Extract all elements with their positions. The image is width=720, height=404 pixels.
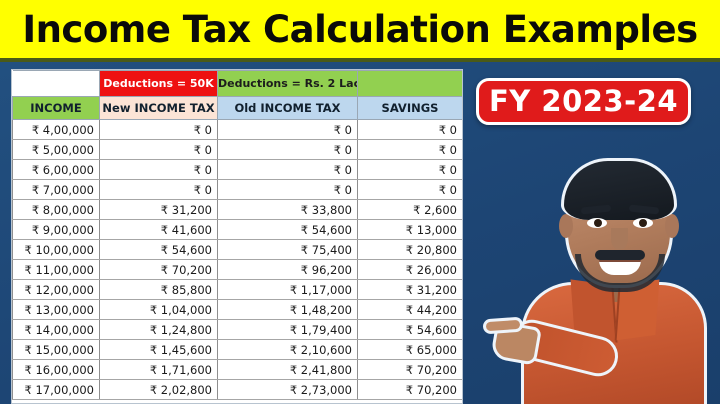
- deduction-header-savings: [357, 70, 462, 97]
- table-cell[interactable]: ₹ 0: [217, 159, 358, 180]
- table-cell[interactable]: ₹ 13,00,000: [12, 299, 100, 320]
- presenter-moustache: [595, 250, 645, 260]
- table-cell[interactable]: ₹ 0: [99, 119, 218, 140]
- table-cell[interactable]: ₹ 44,200: [357, 299, 462, 320]
- column-header-new-tax[interactable]: New INCOME TAX: [99, 96, 218, 120]
- table-cell[interactable]: ₹ 15,00,000: [12, 339, 100, 360]
- table-row[interactable]: ₹ 8,00,000 ₹ 31,200 ₹ 33,800 ₹ 2,600: [12, 199, 462, 220]
- fiscal-year-label: FY 2023-24: [488, 84, 678, 118]
- presenter-eye-left: [587, 218, 607, 228]
- presenter-outline: [482, 132, 720, 404]
- table-cell[interactable]: ₹ 54,600: [99, 239, 218, 260]
- table-cell[interactable]: ₹ 11,00,000: [12, 259, 100, 280]
- table-cell[interactable]: ₹ 0: [357, 119, 462, 140]
- table-cell[interactable]: ₹ 1,24,800: [99, 319, 218, 340]
- table-cell[interactable]: ₹ 17,00,000: [12, 379, 100, 400]
- table-cell[interactable]: ₹ 65,000: [357, 339, 462, 360]
- column-header-old-tax[interactable]: Old INCOME TAX: [217, 96, 358, 120]
- table-cell[interactable]: ₹ 10,00,000: [12, 239, 100, 260]
- deduction-header-row: Deductions = 50K Deductions = Rs. 2 Lacs: [12, 70, 462, 97]
- deduction-header-new: Deductions = 50K: [99, 70, 218, 97]
- table-cell[interactable]: ₹ 1,71,600: [99, 359, 218, 380]
- table-cell[interactable]: ₹ 85,800: [99, 279, 218, 300]
- table-cell[interactable]: ₹ 31,200: [357, 279, 462, 300]
- column-header-savings[interactable]: SAVINGS: [357, 96, 462, 120]
- table-cell[interactable]: ₹ 1,48,200: [217, 299, 358, 320]
- table-row[interactable]: ₹ 14,00,000 ₹ 1,24,800 ₹ 1,79,400 ₹ 54,600: [12, 319, 462, 340]
- table-cell[interactable]: ₹ 75,400: [217, 239, 358, 260]
- table-cell[interactable]: ₹ 2,10,600: [217, 339, 358, 360]
- table-row[interactable]: ₹ 12,00,000 ₹ 85,800 ₹ 1,17,000 ₹ 31,200: [12, 279, 462, 300]
- deduction-header-blank: [12, 70, 100, 97]
- presenter-eye-right: [633, 218, 653, 228]
- tax-table: Deductions = 50K Deductions = Rs. 2 Lacs…: [12, 70, 462, 400]
- table-row[interactable]: ₹ 13,00,000 ₹ 1,04,000 ₹ 1,48,200 ₹ 44,200: [12, 299, 462, 320]
- table-cell[interactable]: ₹ 0: [99, 139, 218, 160]
- table-cell[interactable]: ₹ 54,600: [217, 219, 358, 240]
- table-cell[interactable]: ₹ 26,000: [357, 259, 462, 280]
- deduction-header-old: Deductions = Rs. 2 Lacs: [217, 70, 358, 97]
- table-row[interactable]: ₹ 7,00,000 ₹ 0 ₹ 0 ₹ 0: [12, 179, 462, 200]
- table-cell[interactable]: ₹ 0: [99, 179, 218, 200]
- table-row[interactable]: ₹ 17,00,000 ₹ 2,02,800 ₹ 2,73,000 ₹ 70,200: [12, 379, 462, 400]
- table-cell[interactable]: ₹ 6,00,000: [12, 159, 100, 180]
- presenter-photo: [482, 132, 720, 404]
- table-cell[interactable]: ₹ 2,02,800: [99, 379, 218, 400]
- table-cell[interactable]: ₹ 33,800: [217, 199, 358, 220]
- column-header-income[interactable]: INCOME: [12, 96, 100, 120]
- presenter-ear-left: [559, 214, 573, 238]
- table-cell[interactable]: ₹ 54,600: [357, 319, 462, 340]
- table-cell[interactable]: ₹ 70,200: [99, 259, 218, 280]
- table-cell[interactable]: ₹ 41,600: [99, 219, 218, 240]
- table-row[interactable]: ₹ 16,00,000 ₹ 1,71,600 ₹ 2,41,800 ₹ 70,200: [12, 359, 462, 380]
- fiscal-year-badge: FY 2023-24: [476, 78, 691, 125]
- table-cell[interactable]: ₹ 1,45,600: [99, 339, 218, 360]
- page-title: Income Tax Calculation Examples: [22, 7, 698, 51]
- banner-edge-divider: [0, 58, 720, 62]
- table-row[interactable]: ₹ 11,00,000 ₹ 70,200 ₹ 96,200 ₹ 26,000: [12, 259, 462, 280]
- table-row[interactable]: ₹ 4,00,000 ₹ 0 ₹ 0 ₹ 0: [12, 119, 462, 140]
- table-cell[interactable]: ₹ 0: [357, 139, 462, 160]
- table-cell[interactable]: ₹ 5,00,000: [12, 139, 100, 160]
- table-cell[interactable]: ₹ 0: [217, 179, 358, 200]
- table-cell[interactable]: ₹ 0: [357, 159, 462, 180]
- presenter-hair: [561, 158, 677, 220]
- table-cell[interactable]: ₹ 1,79,400: [217, 319, 358, 340]
- table-row[interactable]: ₹ 9,00,000 ₹ 41,600 ₹ 54,600 ₹ 13,000: [12, 219, 462, 240]
- table-cell[interactable]: ₹ 70,200: [357, 359, 462, 380]
- table-cell[interactable]: ₹ 96,200: [217, 259, 358, 280]
- table-cell[interactable]: ₹ 12,00,000: [12, 279, 100, 300]
- table-cell[interactable]: ₹ 13,000: [357, 219, 462, 240]
- table-row[interactable]: ₹ 15,00,000 ₹ 1,45,600 ₹ 2,10,600 ₹ 65,000: [12, 339, 462, 360]
- table-row[interactable]: ₹ 6,00,000 ₹ 0 ₹ 0 ₹ 0: [12, 159, 462, 180]
- table-cell[interactable]: ₹ 20,800: [357, 239, 462, 260]
- table-cell[interactable]: ₹ 0: [99, 159, 218, 180]
- table-cell[interactable]: ₹ 0: [217, 119, 358, 140]
- table-cell[interactable]: ₹ 16,00,000: [12, 359, 100, 380]
- presenter-mouth: [599, 260, 641, 275]
- table-cell[interactable]: ₹ 7,00,000: [12, 179, 100, 200]
- table-cell[interactable]: ₹ 1,04,000: [99, 299, 218, 320]
- table-cell[interactable]: ₹ 1,17,000: [217, 279, 358, 300]
- presenter-ear-right: [665, 214, 679, 238]
- presenter-pointing-finger: [482, 316, 524, 335]
- table-cell[interactable]: ₹ 8,00,000: [12, 199, 100, 220]
- tax-comparison-table[interactable]: Deductions = 50K Deductions = Rs. 2 Lacs…: [11, 69, 463, 404]
- table-cell[interactable]: ₹ 0: [357, 179, 462, 200]
- table-cell[interactable]: ₹ 2,600: [357, 199, 462, 220]
- table-cell[interactable]: ₹ 2,41,800: [217, 359, 358, 380]
- table-cell[interactable]: ₹ 31,200: [99, 199, 218, 220]
- title-banner: Income Tax Calculation Examples: [0, 0, 720, 58]
- table-cell[interactable]: ₹ 2,73,000: [217, 379, 358, 400]
- column-header-row: INCOME New INCOME TAX Old INCOME TAX SAV…: [12, 96, 462, 120]
- table-row[interactable]: ₹ 10,00,000 ₹ 54,600 ₹ 75,400 ₹ 20,800: [12, 239, 462, 260]
- table-cell[interactable]: ₹ 4,00,000: [12, 119, 100, 140]
- presenter-nose: [611, 228, 628, 250]
- table-cell[interactable]: ₹ 9,00,000: [12, 219, 100, 240]
- table-cell[interactable]: ₹ 0: [217, 139, 358, 160]
- table-cell[interactable]: ₹ 70,200: [357, 379, 462, 400]
- table-cell[interactable]: ₹ 14,00,000: [12, 319, 100, 340]
- table-row[interactable]: ₹ 5,00,000 ₹ 0 ₹ 0 ₹ 0: [12, 139, 462, 160]
